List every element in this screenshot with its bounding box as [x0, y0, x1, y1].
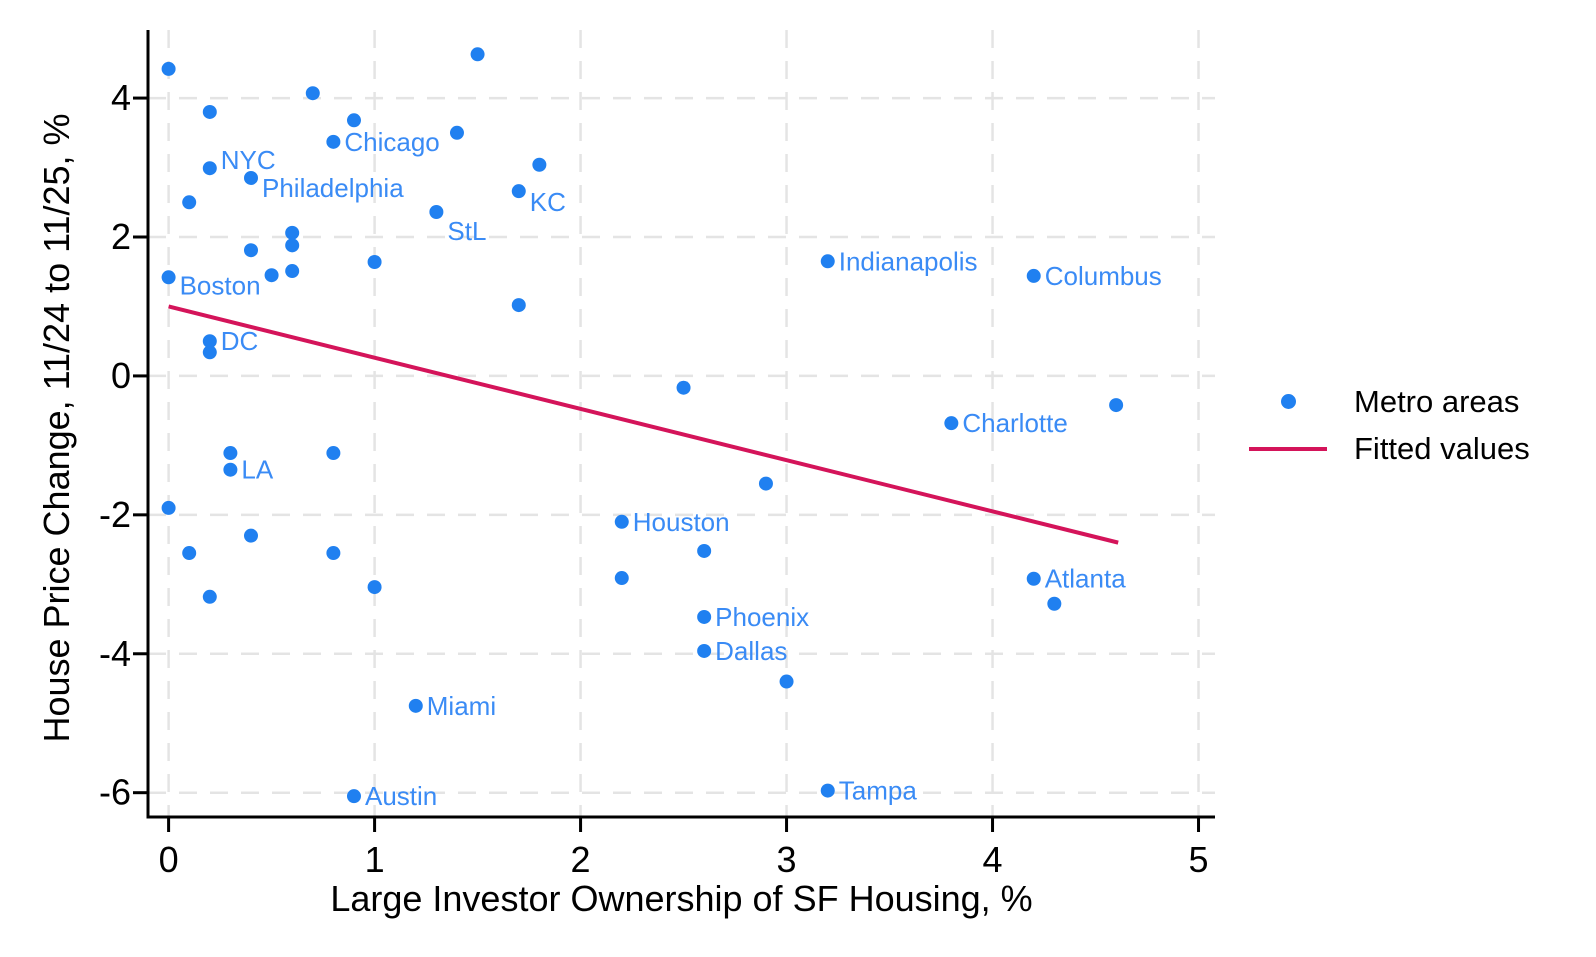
- scatter-point: [326, 446, 341, 461]
- legend-swatch: [1232, 446, 1344, 451]
- scatter-point: [697, 609, 712, 624]
- scatter-point: [676, 380, 691, 395]
- legend-label: Fitted values: [1354, 430, 1530, 466]
- x-tick-label: 0: [159, 839, 179, 880]
- scatter-point: [449, 125, 464, 140]
- scatter-point: [697, 543, 712, 558]
- scatter-point: [202, 345, 217, 360]
- scatter-point: [243, 528, 258, 543]
- legend-label: Metro areas: [1354, 383, 1520, 419]
- x-tick-label: 4: [983, 839, 1003, 880]
- scatter-point: [285, 238, 300, 253]
- scatter-point: [161, 270, 176, 285]
- scatter-point: [202, 334, 217, 349]
- scatter-point: [1109, 398, 1124, 413]
- scatter-point: [614, 571, 629, 586]
- scatter-point: [326, 546, 341, 561]
- scatter-point: [470, 47, 485, 62]
- scatter-point: [532, 157, 547, 172]
- point-label: LA: [241, 455, 273, 485]
- scatter-point: [202, 161, 217, 176]
- scatter-point: [202, 104, 217, 119]
- y-axis-title: House Price Change, 11/24 to 11/25, %: [36, 113, 77, 743]
- y-tick-label: 2: [111, 216, 131, 257]
- scatter-point: [408, 698, 423, 713]
- scatter-point: [820, 783, 835, 798]
- scatter-point: [346, 113, 361, 128]
- point-label: Atlanta: [1045, 564, 1126, 594]
- scatter-point: [305, 86, 320, 101]
- legend-entry-metro-areas: Metro areas: [1232, 378, 1530, 425]
- legend: Metro areas Fitted values: [1232, 378, 1530, 472]
- scatter-point: [1026, 268, 1041, 283]
- scatter-point: [820, 254, 835, 269]
- point-label: DC: [221, 326, 259, 356]
- point-label: Philadelphia: [262, 173, 404, 203]
- scatter-point: [202, 589, 217, 604]
- scatter-point: [264, 268, 279, 283]
- point-label: Phoenix: [715, 602, 809, 632]
- point-label: StL: [447, 216, 486, 246]
- y-tick-label: -4: [99, 633, 131, 674]
- metro-areas-marker-icon: [1280, 394, 1296, 409]
- point-label: Austin: [365, 781, 437, 811]
- scatter-point: [758, 476, 773, 491]
- scatter-point: [1026, 571, 1041, 586]
- scatter-point: [944, 416, 959, 431]
- scatter-point: [779, 674, 794, 689]
- scatter-point: [285, 264, 300, 279]
- y-tick-label: -2: [99, 494, 131, 535]
- scatter-point: [367, 580, 382, 595]
- scatter-point: [243, 170, 258, 185]
- scatter-point: [367, 255, 382, 270]
- scatter-point: [346, 789, 361, 804]
- scatter-point: [161, 500, 176, 515]
- x-tick-label: 3: [777, 839, 797, 880]
- scatter-point: [511, 298, 526, 313]
- point-label: Chicago: [344, 127, 439, 157]
- point-label: Houston: [633, 507, 730, 537]
- fitted-line: [168, 304, 1119, 545]
- x-tick-label: 2: [571, 839, 591, 880]
- scatter-point: [511, 184, 526, 199]
- scatter-point: [182, 546, 197, 561]
- y-tick-label: 4: [111, 77, 131, 118]
- point-label: Charlotte: [962, 408, 1068, 438]
- fitted-values-line-icon: [1249, 446, 1327, 451]
- x-tick-label: 1: [365, 839, 385, 880]
- scatter-point: [161, 61, 176, 76]
- point-label: Dallas: [715, 636, 787, 666]
- point-label: Indianapolis: [839, 246, 978, 276]
- legend-entry-fitted-values: Fitted values: [1232, 425, 1530, 472]
- scatter-point: [223, 462, 238, 477]
- point-label: Boston: [180, 270, 261, 300]
- point-label: Columbus: [1045, 261, 1162, 291]
- scatter-point: [182, 195, 197, 210]
- scatter-point: [243, 243, 258, 258]
- point-label: Miami: [427, 691, 496, 721]
- scatter-point: [429, 204, 444, 219]
- scatter-point: [614, 514, 629, 529]
- scatter-point: [285, 225, 300, 240]
- point-label: KC: [530, 187, 566, 217]
- y-tick-label: 0: [111, 355, 131, 396]
- legend-swatch: [1232, 394, 1344, 409]
- scatter-point: [1047, 596, 1062, 611]
- scatter-point: [223, 446, 238, 461]
- y-tick-label: -6: [99, 772, 131, 813]
- scatter-point: [697, 643, 712, 658]
- scatter-point: [326, 134, 341, 149]
- x-axis-title: Large Investor Ownership of SF Housing, …: [330, 878, 1033, 919]
- point-label: Tampa: [839, 776, 918, 806]
- point-label: NYC: [221, 145, 276, 175]
- x-tick-label: 5: [1189, 839, 1209, 880]
